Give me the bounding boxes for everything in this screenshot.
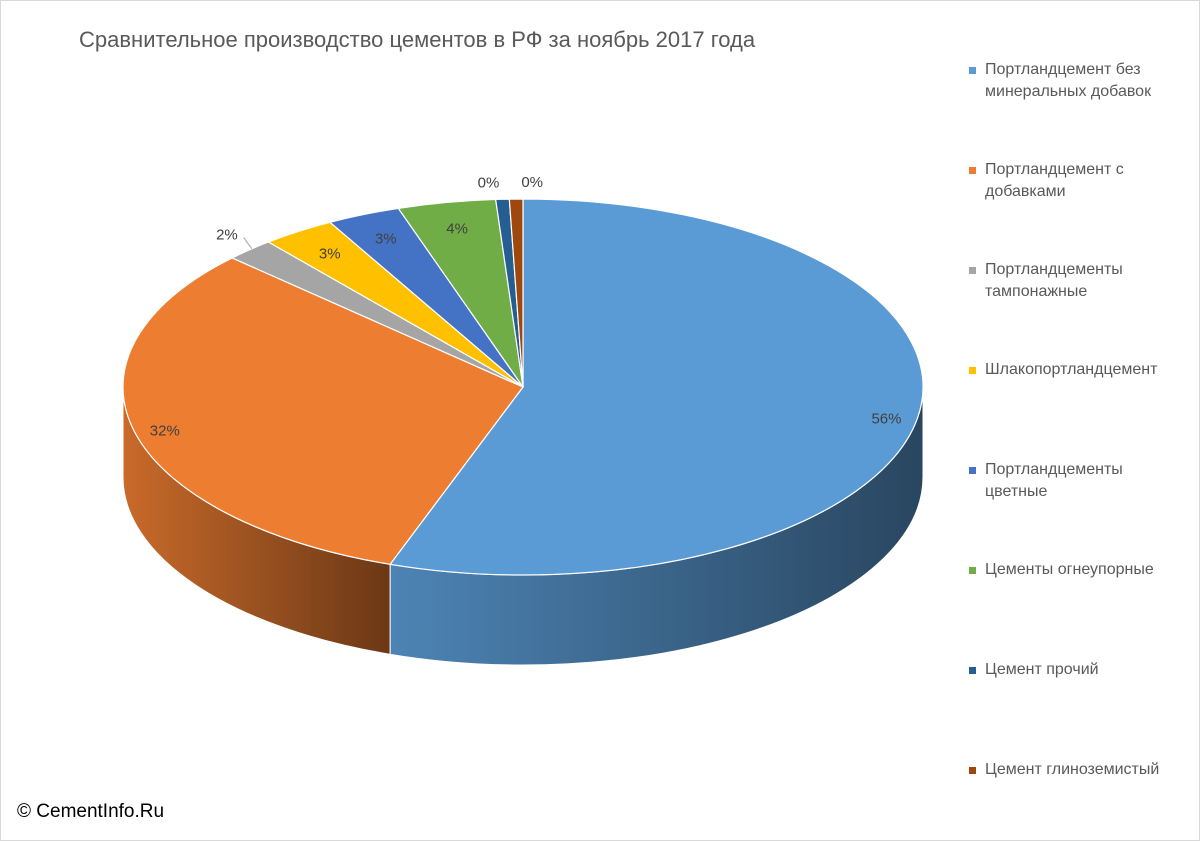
legend-item: Портландцемент без минеральных добавок [969, 59, 1194, 103]
legend-item: Цемент прочий [969, 659, 1194, 681]
legend-label-line: Цементы огнеупорные [985, 561, 1154, 578]
legend-label-line: Шлакопортландцемент [985, 361, 1158, 378]
copyright-credit: © CementInfo.Ru [17, 801, 165, 822]
legend-swatch [969, 267, 976, 274]
legend-label: Портландцементы тампонажные [985, 259, 1123, 303]
legend-label-line: Портландцементы [985, 261, 1123, 278]
legend-item: Цемент глиноземистый [969, 759, 1194, 781]
legend-label-line: Портландцемент без [985, 61, 1141, 78]
legend-item: Портландцементы тампонажные [969, 259, 1194, 303]
legend-label-line: добавками [985, 183, 1066, 200]
data-label-2: 32% [150, 423, 180, 440]
legend-label: Цементы огнеупорные [985, 559, 1154, 581]
legend-label-line: Портландцементы [985, 461, 1123, 478]
legend-label: Шлакопортландцемент [985, 359, 1157, 381]
data-label-7: 0% [478, 174, 500, 191]
data-label-3: 2% [216, 227, 238, 244]
legend-item: Цементы огнеупорные [969, 559, 1194, 581]
data-label-1: 56% [871, 410, 901, 427]
legend-label-line: Цемент глиноземистый [985, 761, 1160, 778]
legend-item: Шлакопортландцемент [969, 359, 1194, 381]
legend-label-line: минеральных добавок [985, 83, 1152, 100]
legend-swatch [969, 167, 976, 174]
leader-line-3 [243, 237, 253, 249]
legend-swatch [969, 767, 976, 774]
legend-label-line: Цемент прочий [985, 661, 1099, 678]
data-label-4: 3% [319, 245, 341, 262]
pie-slice-2 [122, 257, 524, 565]
data-label-5: 3% [375, 231, 397, 248]
legend-label-line: тампонажные [985, 283, 1088, 300]
pie-top-faces [122, 198, 924, 576]
legend-label-line: Портландцемент с [985, 161, 1124, 178]
legend-label: Портландцементы цветные [985, 459, 1123, 503]
legend-label-line: цветные [985, 483, 1048, 500]
legend-item: Портландцементы цветные [969, 459, 1194, 503]
legend-swatch [969, 367, 976, 374]
legend-label: Портландцемент с добавками [985, 159, 1124, 203]
legend-swatch [969, 67, 976, 74]
data-label-8: 0% [521, 174, 543, 191]
legend-swatch [969, 567, 976, 574]
data-labels: 56% 32% 2% 3% 3% 4% 0% 0% [150, 174, 902, 439]
legend-item: Портландцемент с добавками [969, 159, 1194, 203]
legend-label: Цемент глиноземистый [985, 759, 1159, 781]
chart-title: Сравнительное производство цементов в РФ… [79, 27, 756, 52]
legend-swatch [969, 467, 976, 474]
data-label-6: 4% [446, 220, 468, 237]
legend-swatch [969, 667, 976, 674]
legend-label: Портландцемент без минеральных добавок [985, 59, 1151, 103]
legend-label: Цемент прочий [985, 659, 1099, 681]
pie-slice-8 [508, 198, 524, 388]
